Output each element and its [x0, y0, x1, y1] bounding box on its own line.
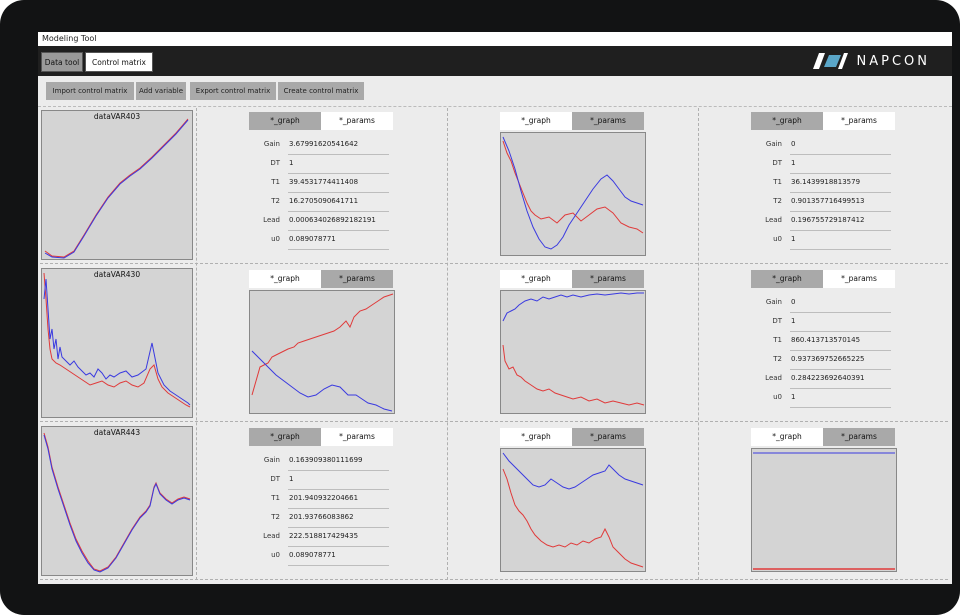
param-value[interactable]: 0.901357716499513	[790, 192, 891, 212]
response-chart	[753, 452, 895, 570]
param-value[interactable]: 0.089078771	[288, 230, 389, 250]
data-variable-chart	[43, 272, 191, 408]
param-value[interactable]: 201.93766083862	[288, 508, 389, 528]
tab-data-tool[interactable]: Data tool	[41, 52, 83, 72]
column-divider	[447, 108, 448, 580]
param-value[interactable]: 1	[790, 154, 891, 174]
graph-toggle[interactable]: *_graph	[751, 112, 823, 130]
graph-toggle[interactable]: *_graph	[249, 270, 321, 288]
param-value[interactable]: 3.67991620541642	[288, 135, 389, 155]
param-value[interactable]: 0.163909380111699	[288, 451, 389, 471]
params-toggle[interactable]: *_params	[823, 428, 895, 446]
napcon-logo: NAPCON	[811, 50, 931, 72]
param-value[interactable]: 0.937369752665225	[790, 350, 891, 370]
response-plot[interactable]	[500, 448, 646, 572]
param-value[interactable]: 0	[790, 293, 891, 313]
column-divider	[698, 108, 699, 580]
data-variable-plot[interactable]: dataVAR443	[41, 426, 193, 576]
response-chart	[251, 293, 394, 412]
app-window: Modeling Tool Data tool Control matrix N…	[38, 32, 952, 584]
data-variable-name: dataVAR443	[93, 428, 141, 437]
params-toggle[interactable]: *_params	[321, 270, 393, 288]
params-toggle[interactable]: *_params	[321, 112, 393, 130]
window-title: Modeling Tool	[42, 34, 97, 43]
response-chart	[502, 292, 645, 406]
export-control-matrix-button[interactable]: Export control matrix	[190, 82, 276, 100]
data-variable-name: dataVAR403	[93, 112, 141, 121]
matrix-row: dataVAR430 *_graph *_params *_graph *_pa…	[40, 266, 948, 422]
column-divider	[196, 108, 197, 580]
param-value[interactable]: 0.089078771	[288, 546, 389, 566]
control-matrix-grid: dataVAR403 *_graph *_params Gain 3.679916…	[40, 108, 948, 580]
param-value[interactable]: 1	[790, 312, 891, 332]
matrix-row: dataVAR403 *_graph *_params Gain 3.679916…	[40, 108, 948, 264]
param-value[interactable]: 1	[288, 154, 389, 174]
response-chart	[502, 136, 644, 250]
action-toolbar: Import control matrix Add variable Expor…	[38, 78, 952, 107]
param-value[interactable]: 201.940932204661	[288, 489, 389, 509]
response-chart	[502, 452, 644, 568]
graph-toggle[interactable]: *_graph	[500, 428, 572, 446]
import-control-matrix-button[interactable]: Import control matrix	[46, 82, 134, 100]
create-control-matrix-button[interactable]: Create control matrix	[278, 82, 364, 100]
params-toggle[interactable]: *_params	[572, 270, 644, 288]
response-plot[interactable]	[500, 290, 646, 414]
graph-toggle[interactable]: *_graph	[751, 428, 823, 446]
param-value[interactable]: 860.413713570145	[790, 331, 891, 351]
top-navigation-bar: Data tool Control matrix NAPCON	[38, 46, 952, 76]
params-toggle[interactable]: *_params	[572, 112, 644, 130]
graph-toggle[interactable]: *_graph	[500, 270, 572, 288]
param-value[interactable]: 39.4531774411408	[288, 173, 389, 193]
window-titlebar: Modeling Tool	[38, 32, 952, 46]
data-variable-plot[interactable]: dataVAR403	[41, 110, 193, 260]
param-value[interactable]: 1	[790, 388, 891, 408]
graph-toggle[interactable]: *_graph	[500, 112, 572, 130]
param-value[interactable]: 0	[790, 135, 891, 155]
params-toggle[interactable]: *_params	[823, 112, 895, 130]
param-value[interactable]: 0.284223692640391	[790, 369, 891, 389]
data-variable-chart	[43, 432, 191, 573]
brand-name: NAPCON	[856, 53, 930, 69]
data-variable-plot[interactable]: dataVAR430	[41, 268, 193, 418]
param-value[interactable]: 16.2705090641711	[288, 192, 389, 212]
data-variable-chart	[44, 118, 189, 259]
response-plot[interactable]	[500, 132, 646, 256]
params-toggle[interactable]: *_params	[823, 270, 895, 288]
param-value[interactable]: 1	[790, 230, 891, 250]
napcon-logo-icon	[812, 53, 848, 69]
graph-toggle[interactable]: *_graph	[751, 270, 823, 288]
param-value[interactable]: 1	[288, 470, 389, 490]
params-toggle[interactable]: *_params	[572, 428, 644, 446]
add-variable-button[interactable]: Add variable	[136, 82, 186, 100]
param-value[interactable]: 0.000634026892182191	[288, 211, 389, 231]
response-plot[interactable]	[751, 448, 897, 572]
response-plot[interactable]	[249, 290, 395, 414]
params-toggle[interactable]: *_params	[321, 428, 393, 446]
data-variable-name: dataVAR430	[93, 270, 141, 279]
param-value[interactable]: 0.196755729187412	[790, 211, 891, 231]
graph-toggle[interactable]: *_graph	[249, 112, 321, 130]
tab-control-matrix[interactable]: Control matrix	[85, 52, 153, 72]
graph-toggle[interactable]: *_graph	[249, 428, 321, 446]
param-value[interactable]: 222.518817429435	[288, 527, 389, 547]
matrix-row: dataVAR443 *_graph *_params Gain 0.163909…	[40, 424, 948, 580]
param-value[interactable]: 36.1439918813579	[790, 173, 891, 193]
